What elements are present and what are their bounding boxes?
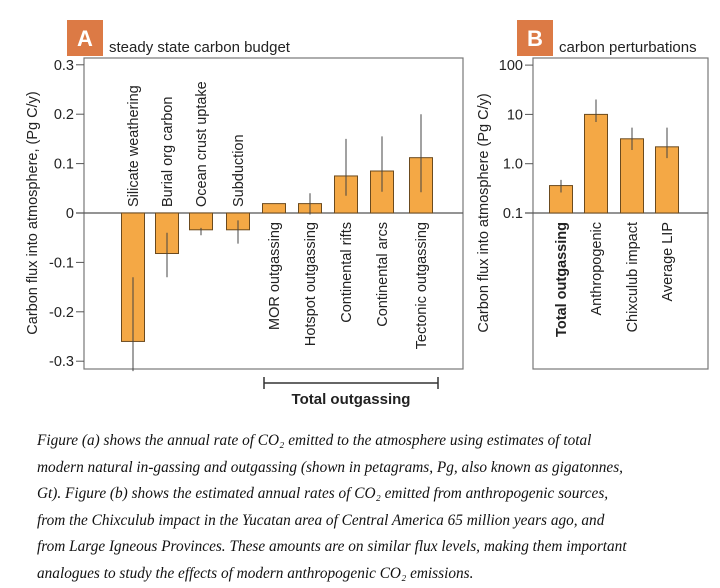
y-tick-label: -0.1 (49, 255, 74, 271)
y-axis-label: Carbon flux into atmosphere, (Pg C/y) (25, 91, 41, 334)
caption-line: modern natural in-gassing and outgassing… (37, 458, 623, 476)
caption-line: Figure (a) shows the annual rate of CO₂ … (37, 432, 592, 449)
category-label: Subduction (231, 134, 247, 207)
y-axis-label: Carbon flux into atmosphere (Pg C/y) (476, 93, 492, 332)
category-label: Anthropogenic (589, 222, 605, 316)
category-label: Silicate weathering (126, 85, 142, 207)
category-label: Ocean crust uptake (194, 81, 210, 207)
y-tick-label: -0.2 (49, 305, 74, 321)
category-label: Tectonic outgassing (414, 222, 430, 349)
y-tick-label: 10 (507, 107, 523, 123)
category-label: Total outgassing (554, 222, 570, 337)
y-tick-label: -0.3 (49, 354, 74, 370)
category-label: MOR outgassing (267, 222, 283, 330)
panel-letter: B (527, 26, 543, 51)
y-tick-label: 0 (66, 206, 74, 222)
y-tick-label: 0.1 (54, 157, 74, 173)
y-tick-label: 100 (499, 58, 523, 74)
y-tick-label: 0.2 (54, 107, 74, 123)
panel-title: carbon perturbations (559, 39, 697, 56)
bracket-label: Total outgassing (292, 391, 411, 408)
bar (189, 212, 213, 231)
category-label: Continental rifts (339, 222, 355, 323)
y-tick-label: 1.0 (503, 157, 523, 173)
figure-caption: Figure (a) shows the annual rate of CO₂ … (37, 428, 717, 588)
y-tick-label: 0.1 (503, 206, 523, 222)
caption-line: from the Chixculub impact in the Yucatan… (37, 511, 605, 529)
bar (584, 113, 608, 214)
category-label: Chixculub impact (625, 222, 641, 332)
caption-line: from Large Igneous Provinces. These amou… (37, 538, 627, 556)
category-label: Hotspot outgassing (303, 222, 319, 346)
bar (262, 203, 286, 214)
panel-letter: A (77, 26, 93, 51)
panel-badge (67, 20, 103, 56)
category-label: Burial org carbon (160, 97, 176, 207)
panel-title: steady state carbon budget (109, 39, 291, 56)
caption-line: analogues to study the effects of modern… (37, 564, 474, 582)
panel-badge (517, 20, 553, 56)
category-label: Average LIP (660, 222, 676, 302)
y-tick-label: 0.3 (54, 58, 74, 74)
category-label: Continental arcs (375, 222, 391, 327)
caption-line: Gt). Figure (b) shows the estimated annu… (37, 485, 609, 503)
